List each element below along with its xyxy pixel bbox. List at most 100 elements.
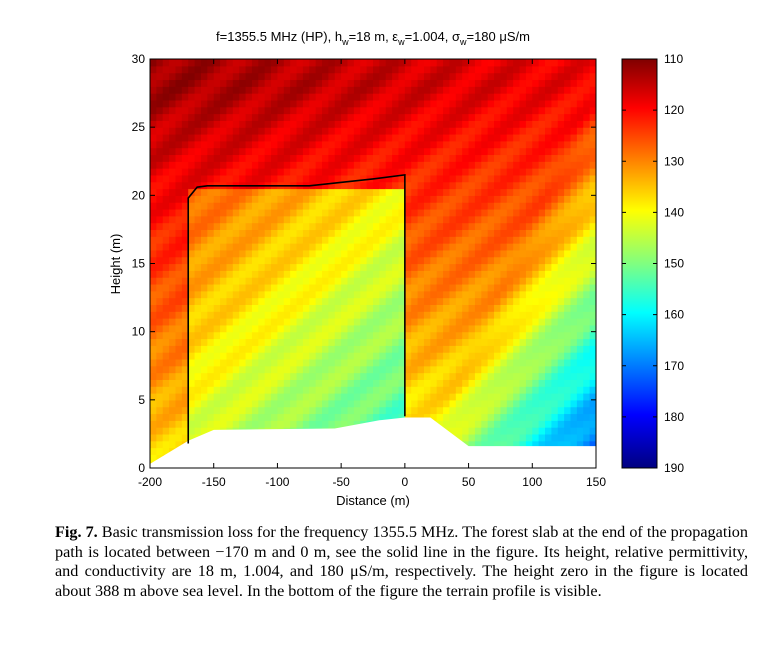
heatmap-cell (290, 202, 298, 210)
heatmap-cell (532, 229, 540, 237)
heatmap-cell (302, 413, 310, 421)
heatmap-cell (245, 338, 253, 346)
heatmap-cell (290, 386, 298, 394)
heatmap-cell (213, 283, 221, 292)
heatmap-cell (360, 195, 368, 203)
heatmap-cell (436, 168, 444, 176)
heatmap-cell (545, 208, 552, 217)
heatmap-cell (188, 249, 196, 258)
heatmap-cell (328, 106, 336, 115)
heatmap-cell (162, 413, 170, 421)
heatmap-cell (462, 168, 470, 176)
heatmap-cell (423, 202, 431, 210)
heatmap-cell (513, 86, 521, 94)
heatmap-cell (258, 297, 266, 305)
heatmap-cell (156, 181, 164, 190)
heatmap-cell (474, 256, 482, 265)
heatmap-cell (175, 106, 183, 115)
heatmap-cell (258, 263, 266, 271)
heatmap-cell (162, 440, 170, 449)
heatmap-cell (251, 133, 259, 142)
heatmap-cell (513, 420, 521, 428)
heatmap-cell (315, 352, 323, 360)
heatmap-cell (462, 236, 470, 244)
heatmap-cell (258, 372, 266, 380)
heatmap-cell (277, 338, 285, 346)
heatmap-cell (156, 427, 164, 435)
heatmap-cell (322, 59, 329, 67)
heatmap-cell (283, 215, 291, 224)
heatmap-cell (532, 352, 540, 360)
heatmap-cell (417, 270, 425, 278)
heatmap-cell (251, 222, 259, 231)
heatmap-cell (417, 222, 425, 231)
heatmap-cell (557, 222, 565, 231)
heatmap-cell (551, 99, 559, 108)
heatmap-cell (150, 277, 157, 285)
heatmap-cell (449, 86, 457, 94)
heatmap-cell (207, 290, 215, 299)
heatmap-cell (302, 174, 310, 183)
heatmap-cell (430, 283, 438, 292)
heatmap-cell (150, 236, 157, 244)
heatmap-cell (398, 59, 406, 67)
heatmap-cell (366, 236, 374, 244)
heatmap-cell (194, 386, 202, 394)
heatmap-cell (525, 86, 533, 94)
heatmap-cell (200, 93, 208, 101)
heatmap-cell (513, 393, 521, 401)
heatmap-cell (207, 113, 215, 121)
heatmap-cell (519, 386, 527, 394)
heatmap-cell (551, 161, 559, 169)
heatmap-cell (525, 427, 533, 435)
heatmap-cell (519, 229, 527, 237)
heatmap-cell (373, 86, 380, 94)
heatmap-cell (564, 379, 572, 387)
heatmap-cell (417, 243, 425, 251)
heatmap-cell (538, 243, 546, 251)
heatmap-cell (188, 181, 196, 190)
heatmap-cell (156, 147, 164, 156)
heatmap-cell (564, 154, 572, 162)
heatmap-cell (487, 324, 495, 333)
heatmap-cell (277, 304, 285, 312)
heatmap-cell (150, 290, 157, 299)
heatmap-cell (417, 208, 425, 217)
heatmap-cell (258, 331, 266, 340)
heatmap-cell (150, 283, 157, 292)
heatmap-cell (468, 331, 476, 340)
heatmap-cell (385, 161, 393, 169)
heatmap-cell (462, 147, 470, 156)
heatmap-cell (538, 372, 546, 380)
heatmap-cell (398, 120, 406, 128)
heatmap-cell (474, 420, 482, 428)
heatmap-cell (245, 106, 253, 115)
heatmap-cell (455, 188, 463, 196)
heatmap-cell (251, 338, 259, 346)
heatmap-cell (506, 208, 514, 217)
heatmap-cell (436, 297, 444, 305)
heatmap-cell (309, 161, 317, 169)
heatmap-cell (373, 413, 380, 421)
heatmap-cell (150, 256, 157, 265)
heatmap-cell (150, 318, 157, 326)
heatmap-cell (366, 338, 374, 346)
heatmap-cell (334, 318, 342, 326)
heatmap-cell (589, 324, 596, 333)
heatmap-cell (296, 304, 304, 312)
heatmap-cell (347, 106, 355, 115)
heatmap-cell (385, 195, 393, 203)
heatmap-cell (175, 168, 183, 176)
heatmap-cell (347, 236, 355, 244)
heatmap-cell (551, 133, 559, 142)
heatmap-cell (169, 249, 177, 258)
heatmap-cell (347, 154, 355, 162)
heatmap-cell (353, 229, 361, 237)
heatmap-cell (379, 413, 387, 421)
heatmap-cell (226, 379, 234, 387)
heatmap-cell (373, 133, 380, 142)
heatmap-cell (551, 427, 559, 435)
heatmap-cell (156, 393, 164, 401)
heatmap-cell (576, 352, 584, 360)
heatmap-cell (462, 256, 470, 265)
